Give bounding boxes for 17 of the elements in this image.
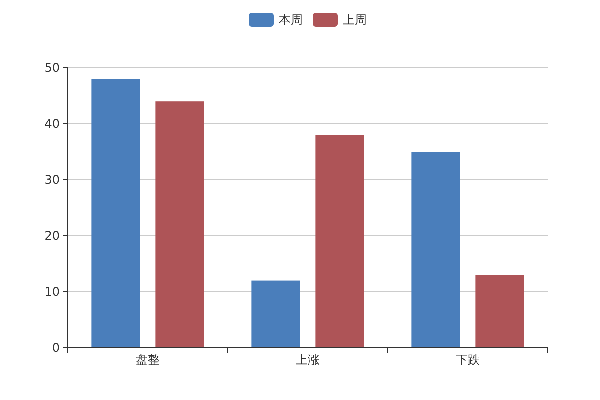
x-tick-label: 上涨: [296, 353, 320, 367]
bar: [156, 102, 204, 348]
bar: [476, 275, 524, 348]
bar: [252, 280, 300, 348]
legend-label: 本周: [279, 13, 303, 28]
legend-label: 上周: [343, 13, 367, 28]
y-tick-label: 10: [44, 285, 60, 300]
bar: [412, 152, 460, 348]
bar: [316, 135, 364, 348]
y-tick-label: 40: [44, 117, 60, 132]
y-tick-label: 50: [44, 61, 60, 76]
y-tick-label: 0: [52, 341, 60, 356]
x-tick-label: 盘整: [136, 353, 160, 367]
y-tick-label: 20: [44, 229, 60, 244]
y-tick-label: 30: [44, 173, 60, 188]
x-tick-label: 下跌: [456, 353, 480, 367]
bar: [92, 79, 140, 348]
